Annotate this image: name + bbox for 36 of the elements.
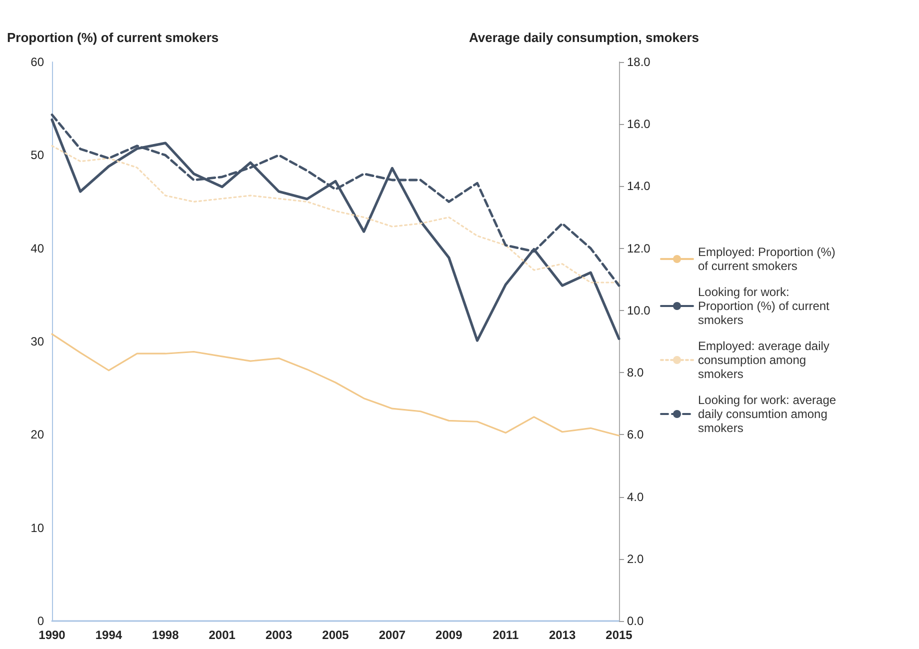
x-tick-label: 2011 xyxy=(492,628,519,642)
y2-tick-label: 12.0 xyxy=(627,241,651,256)
line-series xyxy=(51,333,620,436)
x-tick-label: 2013 xyxy=(548,628,576,642)
y2-tick-label: 0.0 xyxy=(627,614,644,628)
y2-tick-label: 10.0 xyxy=(627,303,651,318)
y-tick-label: 10 xyxy=(30,520,44,535)
x-tick-label: 1994 xyxy=(95,628,122,642)
y2-tick-label: 18.0 xyxy=(627,55,651,69)
x-tick-label: 2009 xyxy=(436,628,463,642)
y-tick-label: 20 xyxy=(30,428,44,442)
y2-axis-title: Average daily consumption, smokers xyxy=(469,30,699,45)
legend-label: Employed: Proportion (%) of current smokers xyxy=(698,245,839,273)
y2-tick-label: 6.0 xyxy=(627,428,644,442)
x-tick-label: 2003 xyxy=(265,628,292,642)
y2-tick-label: 8.0 xyxy=(627,366,644,380)
x-tick-label: 1998 xyxy=(152,628,180,642)
x-tick-label: 2005 xyxy=(322,628,350,642)
x-tick-label: 2001 xyxy=(208,628,236,642)
x-tick-label: 1990 xyxy=(38,628,66,642)
y2-tick-label: 16.0 xyxy=(627,117,651,132)
legend-label: Employed: average daily consumption among smokers xyxy=(698,339,833,381)
y-tick-label: 50 xyxy=(30,148,44,162)
y2-tick-label: 14.0 xyxy=(627,179,651,194)
legend-label: Looking for work: average daily consumtion among smokers xyxy=(698,393,840,435)
line-series xyxy=(51,145,620,284)
y2-tick-label: 2.0 xyxy=(627,552,644,566)
y-tick-label: 60 xyxy=(30,55,44,69)
y-tick-label: 40 xyxy=(30,241,44,256)
y2-tick-label: 4.0 xyxy=(627,490,644,504)
y-axis-title: Proportion (%) of current smokers xyxy=(7,30,219,45)
y-tick-label: 30 xyxy=(30,334,44,348)
x-tick-label: 2015 xyxy=(606,628,633,642)
legend-label: Looking for work: Proportion (%) of current smokers xyxy=(698,285,833,327)
x-tick-label: 2007 xyxy=(378,628,406,642)
y-tick-label: 0 xyxy=(37,614,44,628)
